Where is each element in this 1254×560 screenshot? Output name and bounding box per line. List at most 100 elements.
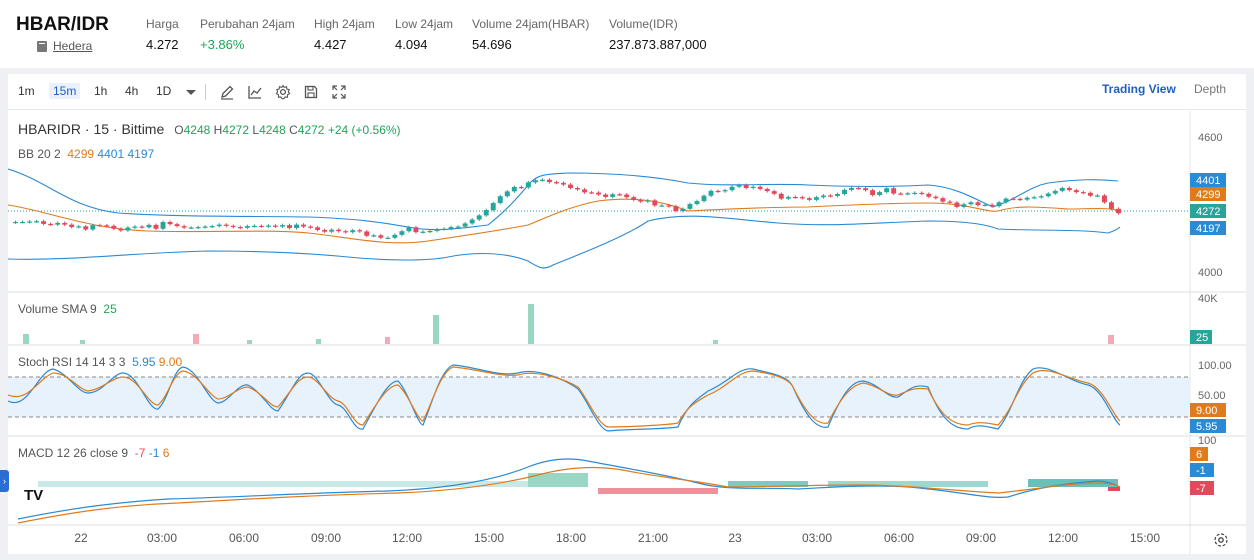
save-icon[interactable] <box>303 84 319 100</box>
candle-body <box>258 225 264 228</box>
candle-body <box>1073 190 1079 193</box>
candle-body <box>905 193 911 195</box>
price-axis-label: 4600 <box>1198 132 1222 144</box>
stoch-d-value: 9.00 <box>158 355 183 369</box>
candle-body <box>504 191 510 197</box>
candle-body <box>34 221 40 223</box>
chart-panel: 1m 15m 1h 4h 1D Trading View Depth <box>7 74 1246 554</box>
trading-view-tab[interactable]: Trading View <box>1102 82 1176 96</box>
candle-body <box>364 231 370 236</box>
chart-settings-icon[interactable] <box>1213 532 1229 548</box>
stat-high-24h: High 24jam 4.427 <box>314 17 375 52</box>
candle-body <box>701 195 707 202</box>
candle-body <box>743 185 749 188</box>
candle-body <box>1003 198 1009 203</box>
volume-bar <box>713 340 718 344</box>
candle-body <box>413 227 419 233</box>
stoch-band <box>8 377 1190 417</box>
candle-body <box>954 202 960 207</box>
candle-body <box>336 229 342 232</box>
candle-body <box>188 227 194 229</box>
macd-value: -7 <box>134 446 146 460</box>
chevron-down-icon[interactable] <box>183 84 199 100</box>
fullscreen-icon[interactable] <box>331 84 347 100</box>
stoch-d-tag <box>1190 403 1226 417</box>
bb-label: BB 20 2 <box>18 147 61 161</box>
candle-body <box>764 188 770 192</box>
stoch-k-line <box>7 364 1121 432</box>
stoch-k-tag-text: 5.95 <box>1196 421 1217 433</box>
stat-low-24h: Low 24jam 4.094 <box>395 17 453 52</box>
stoch-k-value: 5.95 <box>132 355 156 369</box>
macd-signal-tag <box>1190 463 1214 477</box>
timeframe-1h[interactable]: 1h <box>94 84 108 98</box>
candle-body <box>139 226 145 228</box>
volume-tag-text: 25 <box>1196 332 1208 344</box>
candle-body <box>315 227 321 230</box>
candle-body <box>41 221 47 224</box>
timeframe-1d[interactable]: 1D <box>156 84 172 98</box>
chart-area[interactable]: 4600 4000 40K 100.00 50.00 100 4401 4299… <box>7 111 1246 554</box>
candle-body <box>617 194 623 196</box>
pair-title: HBAR/IDR <box>16 14 109 35</box>
gear-icon[interactable] <box>275 84 291 100</box>
candle-body <box>13 221 18 224</box>
stoch-axis-label: 50.00 <box>1198 390 1226 402</box>
timeframe-1m[interactable]: 1m <box>18 84 35 98</box>
line-chart-icon[interactable] <box>247 84 263 100</box>
candle-body <box>785 196 791 199</box>
bb-basis-value: 4299 <box>67 147 95 161</box>
time-axis-label: 09:00 <box>311 531 341 545</box>
candle-body <box>912 192 918 195</box>
candle-body <box>462 223 468 227</box>
depth-tab[interactable]: Depth <box>1194 82 1227 96</box>
candle-body <box>898 193 904 195</box>
pencil-icon[interactable] <box>219 84 235 100</box>
candle-body <box>322 229 328 232</box>
macd-hist-tag <box>1190 447 1208 461</box>
candle-body <box>483 210 489 216</box>
candle-body <box>884 188 890 193</box>
stoch-d-line <box>7 366 1121 428</box>
candle-body <box>329 229 335 232</box>
candle-body <box>947 201 953 203</box>
time-axis-label: 12:00 <box>1048 531 1078 545</box>
candle-body <box>378 235 384 238</box>
candle-body <box>1038 196 1044 198</box>
timeframe-4h[interactable]: 4h <box>125 84 139 98</box>
candle-body <box>357 230 363 232</box>
candle-body <box>104 225 110 227</box>
candle-body <box>350 230 356 233</box>
candle-body <box>539 179 545 181</box>
macd-hist-negative <box>1108 487 1120 491</box>
stat-label: Harga <box>146 17 179 31</box>
time-axis-label: 06:00 <box>884 531 914 545</box>
candle-body <box>961 204 967 207</box>
candle-body <box>919 192 925 195</box>
coin-name-link[interactable]: Hedera <box>53 39 93 53</box>
candle-body <box>596 192 602 195</box>
bb-lower-line <box>7 215 1121 269</box>
macd-hist-positive <box>528 473 588 487</box>
candle-body <box>125 227 131 231</box>
candle-body <box>610 194 616 197</box>
candle-body <box>799 197 805 199</box>
side-panel-toggle[interactable]: › <box>0 470 9 492</box>
price-chart[interactable]: 4600 4000 40K 100.00 50.00 100 4401 4299… <box>7 111 1246 554</box>
ohlc-open-label: O <box>174 123 184 137</box>
candle-body <box>729 186 735 191</box>
stat-label: Volume(IDR) <box>609 17 678 31</box>
candle-body <box>223 224 229 226</box>
ohlc-close-label: C <box>289 123 298 137</box>
candle-body <box>469 219 475 224</box>
candle-body <box>1052 190 1058 194</box>
stat-label: Volume 24jam(HBAR) <box>472 17 590 31</box>
candle-body <box>90 225 96 230</box>
candle-body <box>933 196 939 199</box>
candle-body <box>1116 208 1121 214</box>
candle-body <box>624 194 630 198</box>
candle-body <box>251 225 257 228</box>
candle-body <box>891 188 897 194</box>
candle-body <box>448 227 454 229</box>
timeframe-15m[interactable]: 15m <box>49 83 81 99</box>
